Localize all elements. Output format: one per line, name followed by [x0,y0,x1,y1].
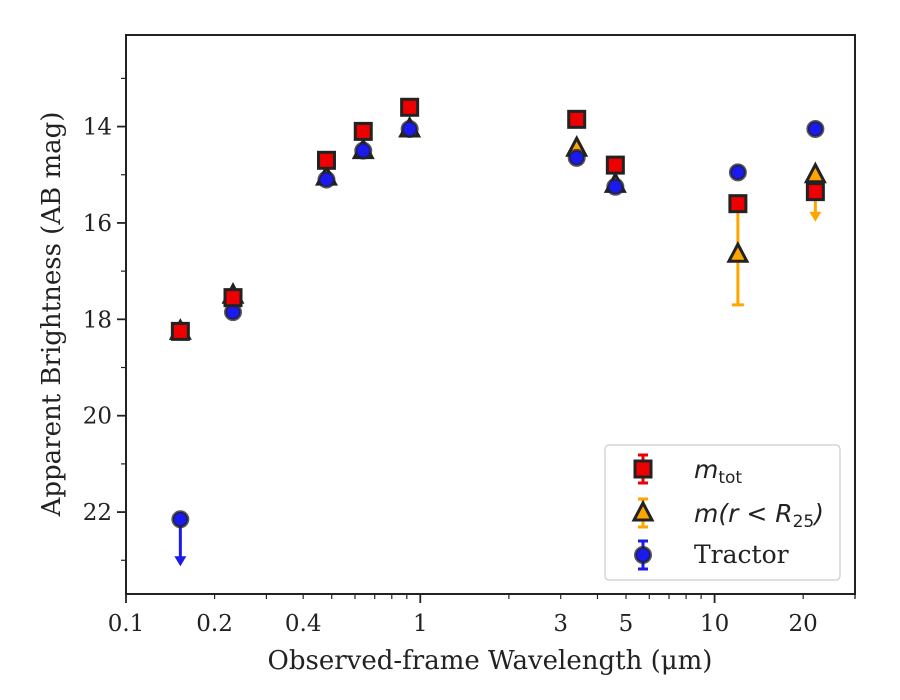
circle-limit-arrow-head [174,556,187,567]
triangle-marker [803,161,827,184]
square-marker [353,121,373,141]
square-marker [400,97,420,117]
x-tick-label: 1 [413,611,428,637]
square-marker [223,288,243,308]
circle-marker [354,141,373,160]
circle-marker [728,163,747,182]
x-tick-label: 3 [553,611,568,637]
triangle-marker [726,241,750,263]
x-tick-label: 10 [700,611,729,637]
legend-label-mr25: m(r < R25) [694,499,824,532]
y-axis-ticks: 14 16 18 20 22 [83,77,126,561]
y-tick-label: 14 [83,115,112,141]
plot-frame [125,34,856,595]
y-tick-label: 18 [83,307,112,333]
square-marker [605,155,625,175]
square-marker [567,109,587,129]
y-tick-label: 22 [83,500,112,526]
legend-label-tractor: Tractor [694,540,789,569]
square-marker [805,182,825,202]
legend-circle-marker [634,546,652,564]
legend: mtot m(r < R25) Tractor [604,444,841,581]
circle-marker [400,119,419,138]
circle-marker [317,170,336,189]
square-marker [170,321,190,341]
square-marker [316,150,336,170]
circle-marker [171,510,190,529]
circle-marker [567,148,586,167]
x-tick-label: 0.1 [108,611,145,637]
x-tick-label: 20 [789,611,818,637]
triangle-limit-arrow-head [809,211,822,222]
x-tick-label: 0.2 [196,611,233,637]
y-tick-label: 16 [83,211,112,237]
y-axis-label: Apparent Brightness (AB mag) [37,112,67,518]
x-tick-label: 5 [619,611,634,637]
x-axis-label: Observed-frame Wavelength (μm) [268,646,713,676]
legend-label-mtot: mtot [694,455,742,488]
legend-triangle-marker [631,499,655,522]
circle-marker [806,119,825,138]
circle-marker [606,177,625,196]
x-axis-ticks: 0.1 0.2 0.4 1 3 5 10 20 [108,594,856,637]
y-tick-label: 20 [83,404,112,430]
legend-box [604,444,841,581]
plot-marks [168,97,827,567]
x-tick-label: 0.4 [285,611,322,637]
legend-square-marker [633,459,653,479]
square-marker [728,194,748,214]
